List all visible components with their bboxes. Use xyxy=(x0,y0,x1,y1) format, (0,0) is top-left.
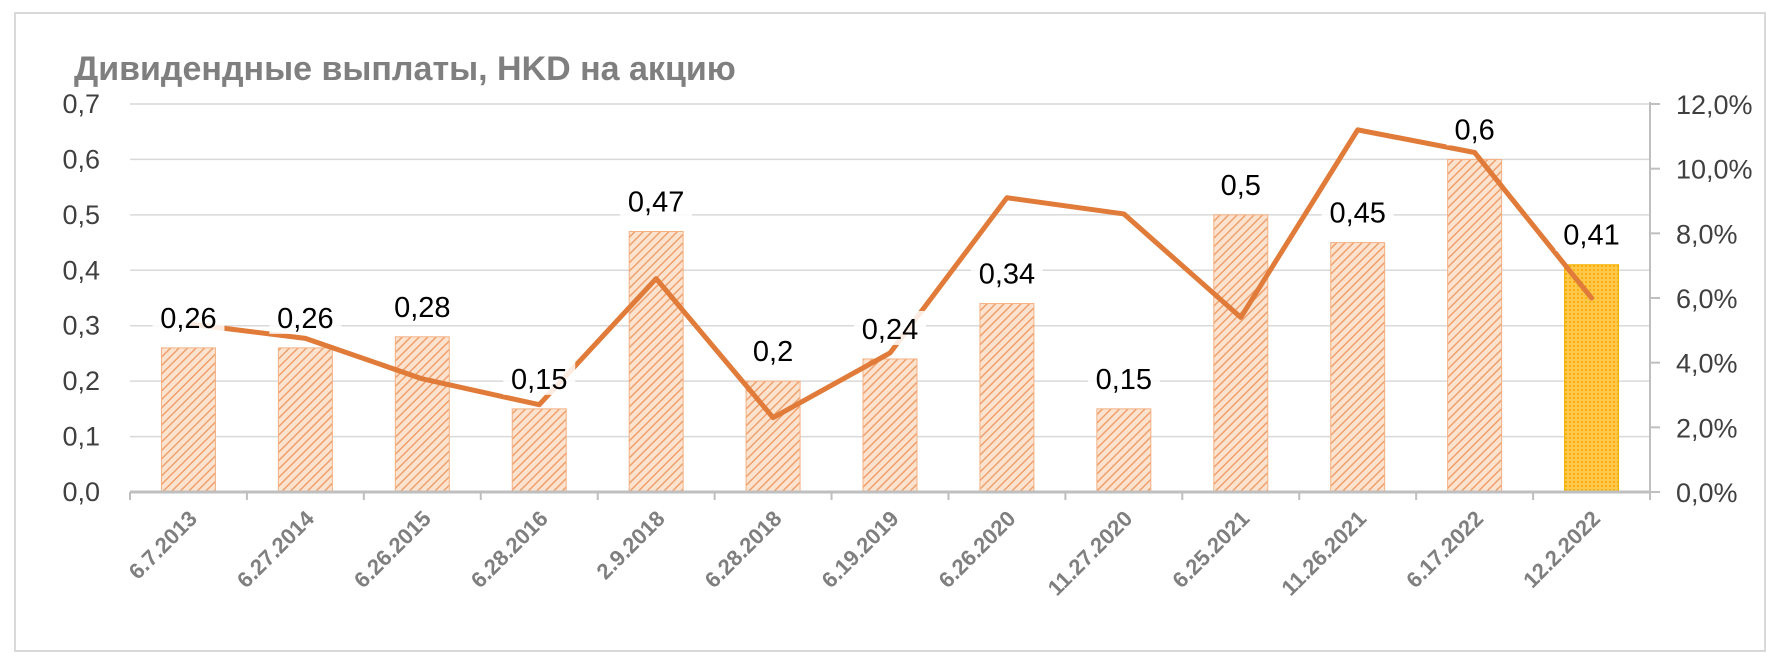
data-label: 0,47 xyxy=(628,186,684,218)
data-label: 0,6 xyxy=(1454,114,1494,146)
data-label: 0,24 xyxy=(862,314,918,346)
y-left-tick-label: 0,7 xyxy=(62,89,100,119)
data-label: 0,28 xyxy=(394,292,450,324)
x-tick-label: 2.9.2018 xyxy=(591,506,669,584)
data-label-bg xyxy=(386,288,459,323)
data-label: 0,5 xyxy=(1221,170,1261,202)
data-label-bg xyxy=(503,360,576,395)
bar-11.27.2020 xyxy=(1096,408,1152,493)
y-right-tick-label: 6,0% xyxy=(1676,284,1738,314)
x-tick-label: 6.26.2020 xyxy=(934,506,1021,593)
bar-6.28.2016 xyxy=(511,408,567,493)
bar-series xyxy=(160,158,1620,493)
x-tick-label: 6.28.2016 xyxy=(466,506,553,593)
data-label: 0,34 xyxy=(979,259,1035,291)
x-tick-label: 6.25.2021 xyxy=(1167,506,1254,593)
data-label-bg xyxy=(1087,360,1160,395)
bar-2.9.2018 xyxy=(628,230,684,493)
data-label-bg xyxy=(1212,166,1269,201)
y-left-tick-label: 0,5 xyxy=(62,200,100,230)
x-tick-label: 6.17.2022 xyxy=(1401,506,1488,593)
y-right-tick-label: 10,0% xyxy=(1676,155,1753,185)
bar-6.17.2022 xyxy=(1447,158,1503,493)
y-right-tick-label: 0,0% xyxy=(1676,478,1738,508)
y-right-tick-label: 12,0% xyxy=(1676,90,1753,120)
y-left-tick-label: 0,2 xyxy=(62,366,100,396)
y-left-tick-label: 0,4 xyxy=(62,255,100,285)
data-label: 0,41 xyxy=(1563,220,1619,252)
data-label-bg xyxy=(1446,111,1503,146)
bar-6.19.2019 xyxy=(862,358,918,493)
x-tick-label: 12.2.2022 xyxy=(1518,506,1605,593)
dividend-yield-line xyxy=(185,127,1595,421)
bar-11.26.2021 xyxy=(1330,242,1386,493)
bar-6.25.2021 xyxy=(1213,214,1269,493)
y-right-tick-label: 2,0% xyxy=(1676,413,1738,443)
data-label-bg xyxy=(620,183,693,218)
y-right-tick-label: 8,0% xyxy=(1676,219,1738,249)
bar-6.26.2015 xyxy=(394,336,450,493)
data-labels: 0,26 0,26 0,28 0,15 0,47 0,2 0,24 0,34 0,15 0,5 0,… xyxy=(152,111,1628,396)
y-left-tick-label: 0,6 xyxy=(62,144,100,174)
x-tick-label: 6.28.2018 xyxy=(700,506,787,593)
x-tick-label: 6.19.2019 xyxy=(817,506,904,593)
y-right-tick-label: 4,0% xyxy=(1676,349,1738,379)
x-tick-label: 6.26.2015 xyxy=(349,506,436,593)
data-label-bg xyxy=(152,299,225,334)
line-series xyxy=(185,127,1595,421)
data-label-bg xyxy=(854,310,926,345)
gridlines xyxy=(130,103,1650,438)
x-tick-label: 11.26.2021 xyxy=(1277,506,1372,601)
y-left-tick-label: 0,0 xyxy=(62,477,100,507)
data-label: 0,15 xyxy=(511,364,567,396)
chart-title: Дивидендные выплаты, HKD на акцию xyxy=(74,50,736,88)
x-tick-label: 11.27.2020 xyxy=(1043,506,1138,601)
data-label-bg xyxy=(745,333,802,368)
bar-6.26.2020 xyxy=(979,303,1035,493)
data-label-bg xyxy=(269,299,342,334)
x-tick-label: 6.7.2013 xyxy=(124,506,202,584)
data-label: 0,15 xyxy=(1096,364,1152,396)
data-label-bg xyxy=(970,255,1043,290)
x-tick-label: 6.27.2014 xyxy=(232,505,319,592)
data-label: 0,2 xyxy=(753,336,793,368)
y-left-tick-label: 0,1 xyxy=(62,422,100,452)
data-label: 0,26 xyxy=(277,303,333,335)
y-left-tick-label: 0,3 xyxy=(62,311,100,341)
data-label: 0,45 xyxy=(1329,198,1385,230)
bar-6.27.2014 xyxy=(277,347,333,493)
data-label-bg xyxy=(1555,216,1628,251)
bar-12.2.2022 xyxy=(1564,264,1620,493)
bar-6.7.2013 xyxy=(160,347,216,493)
data-label: 0,26 xyxy=(160,303,216,335)
data-label-bg xyxy=(1321,194,1394,229)
